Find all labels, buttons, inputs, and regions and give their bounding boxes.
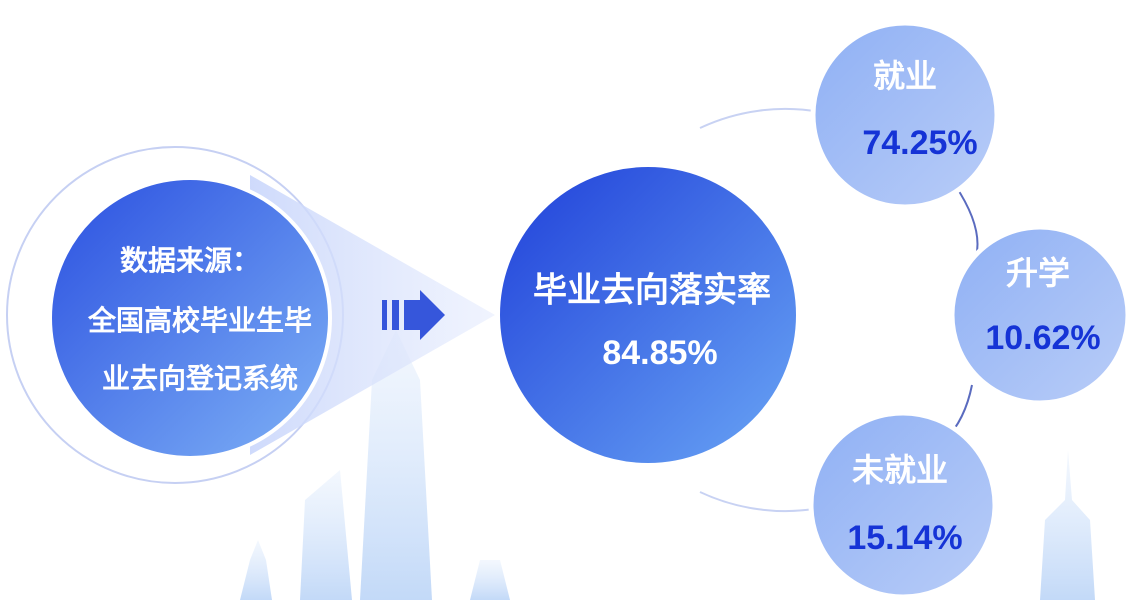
connector [700,109,820,128]
center-value: 84.85% [602,334,717,372]
source-line: 业去向登记系统 [102,362,298,395]
outcome-value: 15.14% [847,519,962,557]
center-label: 毕业去向落实率 [533,271,771,311]
connector [955,185,978,260]
page: {"source": {"lines": ["数据来源：", "全国高校毕业生毕… [0,0,1132,600]
center-circle [498,165,798,465]
outcome-circle [813,23,997,207]
source-line: 数据来源： [120,244,260,277]
connector [700,492,820,511]
source-line: 全国高校毕业生毕 [87,304,312,337]
outcome-value: 10.62% [985,319,1100,357]
outcome-circle [811,413,995,597]
diagram: 数据来源： 全国高校毕业生毕 业去向登记系统 毕业去向落实率 84.85% 就业… [0,0,1132,600]
outcome-label: 未就业 [852,451,948,489]
outcome-value: 74.25% [862,124,977,162]
outcome-label: 升学 [1006,254,1070,292]
outcome-label: 就业 [873,57,937,95]
